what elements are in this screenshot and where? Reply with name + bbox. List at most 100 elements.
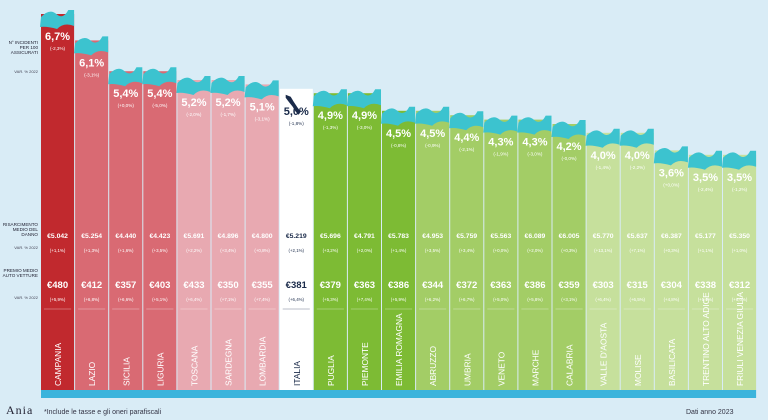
premium-sardegna: €350 — [217, 280, 238, 291]
premium-valle-d-aosta: €303 — [593, 280, 614, 291]
change-italia: (-1,8%) — [289, 121, 305, 126]
bar-marche — [518, 119, 552, 390]
cost-marche: €6.089 — [525, 233, 546, 240]
value-campania: 6,7% — [45, 31, 70, 43]
change-abruzzo: (-0,9%) — [425, 143, 441, 148]
premium-change-valle-d-aosta: (+6,4%) — [595, 297, 611, 302]
value-lazio: 6,1% — [79, 57, 104, 69]
footer-source: Dati anno 2023 — [686, 409, 734, 416]
map-icon-veneto — [483, 115, 518, 135]
cost-molise: €5.637 — [627, 233, 648, 240]
region-name-italia: ITALIA — [292, 361, 302, 386]
region-name-friuli-venezia-giulia: FRIULI VENEZIA GIULIA — [735, 292, 745, 386]
premium-liguria: €403 — [149, 280, 170, 291]
base-band — [41, 390, 757, 398]
row-label-premium-change: VAR. % 2022 — [14, 295, 38, 300]
value-sardegna: 5,2% — [216, 97, 241, 109]
map-icon-lombardia — [244, 80, 279, 100]
cost-basilicata: €6.387 — [661, 233, 682, 240]
premium-change-toscana: (+6,4%) — [186, 297, 202, 302]
bar-trentino-alto-adige — [688, 154, 722, 390]
region-name-toscana: TOSCANA — [189, 345, 199, 386]
region-name-abruzzo: ABRUZZO — [428, 346, 438, 387]
cost-change-toscana: (+2,2%) — [186, 248, 202, 253]
premium-friuli-venezia-giulia: €312 — [729, 280, 750, 291]
map-icon-valle-d-aosta — [585, 128, 620, 148]
premium-puglia: €379 — [320, 280, 341, 291]
change-calabria: (-0,0%) — [562, 156, 578, 161]
premium-change-veneto: (+5,0%) — [493, 297, 509, 302]
change-marche: (-3,0%) — [527, 152, 543, 157]
change-basilicata: (+0,0%) — [663, 182, 680, 187]
region-name-sardegna: SARDEGNA — [224, 339, 234, 386]
cost-valle-d-aosta: €5.770 — [593, 233, 614, 240]
map-icon-emilia-romagna — [381, 106, 416, 126]
premium-change-molise: (+6,5%) — [630, 297, 646, 302]
premium-piemonte: €363 — [354, 280, 375, 291]
change-friuli-venezia-giulia: (-1,2%) — [732, 187, 748, 192]
map-icon-umbria — [449, 111, 484, 131]
cost-change-molise: (+7,1%) — [630, 248, 646, 253]
premium-abruzzo: €344 — [422, 280, 444, 291]
cost-change-abruzzo: (+3,5%) — [425, 248, 441, 253]
change-puglia: (-1,3%) — [323, 125, 339, 130]
cost-change-lazio: (+1,3%) — [84, 248, 100, 253]
premium-change-puglia: (+5,3%) — [323, 297, 339, 302]
premium-change-piemonte: (+7,4%) — [357, 297, 373, 302]
premium-umbria: €372 — [456, 280, 477, 291]
value-liguria: 5,4% — [147, 88, 172, 100]
cost-change-basilicata: (+0,3%) — [664, 248, 680, 253]
cost-change-sicilia: (+1,6%) — [118, 248, 134, 253]
premium-toscana: €433 — [183, 280, 204, 291]
footer-note: *Include le tasse e gli oneri parafiscal… — [44, 409, 162, 416]
map-icon-calabria — [551, 120, 586, 139]
cost-abruzzo: €4.953 — [422, 233, 443, 240]
cost-change-emilia-romagna: (+1,4%) — [391, 248, 407, 253]
cost-sicilia: €4.440 — [115, 233, 136, 240]
region-name-lombardia: LOMBARDIA — [258, 336, 268, 386]
value-basilicata: 3,6% — [659, 167, 684, 179]
cost-italia: €5.219 — [286, 233, 307, 240]
value-trentino-alto-adige: 3,5% — [693, 172, 718, 184]
value-emilia-romagna: 4,5% — [386, 128, 411, 140]
bar-friuli-venezia-giulia — [723, 154, 757, 390]
row-label-value: N° INCIDENTI PER 100 ASSICURATI — [8, 40, 38, 55]
premium-change-sardegna: (+7,1%) — [220, 297, 236, 302]
bar-toscana — [177, 80, 211, 390]
cost-campania: €5.042 — [47, 233, 68, 240]
bar-sardegna — [211, 80, 245, 390]
row-label-change: VAR. % 2022 — [14, 69, 38, 74]
premium-change-lombardia: (+7,4%) — [254, 297, 270, 302]
change-campania: (-2,3%) — [50, 46, 66, 51]
cost-change-lombardia: (+0,8%) — [254, 248, 270, 253]
cost-change-friuli-venezia-giulia: (+1,0%) — [732, 248, 748, 253]
value-abruzzo: 4,5% — [420, 128, 445, 140]
change-molise: (-2,2%) — [630, 165, 646, 170]
change-sardegna: (-1,7%) — [221, 112, 237, 117]
cost-sardegna: €4.896 — [218, 233, 239, 240]
bar-calabria — [552, 124, 586, 390]
map-icon-abruzzo — [415, 106, 450, 126]
cost-lazio: €5.254 — [81, 233, 102, 240]
premium-change-sicilia: (+6,6%) — [118, 297, 134, 302]
bar-valle-d-aosta — [586, 132, 620, 391]
change-lazio: (-3,1%) — [84, 72, 100, 77]
region-name-umbria: UMBRIA — [462, 353, 472, 386]
map-icon-puglia — [312, 89, 347, 109]
premium-campania: €480 — [47, 280, 68, 291]
premium-change-liguria: (+5,1%) — [152, 297, 168, 302]
map-icon-liguria — [142, 67, 177, 87]
premium-change-abruzzo: (+6,2%) — [425, 297, 441, 302]
region-name-calabria: CALABRIA — [565, 344, 575, 386]
cost-change-piemonte: (+2,0%) — [357, 248, 373, 253]
cost-change-valle-d-aosta: (+13,1%) — [594, 248, 612, 253]
region-name-piemonte: PIEMONTE — [360, 342, 370, 386]
value-marche: 4,3% — [522, 137, 547, 149]
cost-veneto: €5.563 — [490, 233, 511, 240]
change-trentino-alto-adige: (-2,4%) — [698, 187, 714, 192]
change-valle-d-aosta: (-1,4%) — [596, 165, 612, 170]
cost-toscana: €5.691 — [184, 233, 205, 240]
ania-logo: Ania — [6, 403, 34, 417]
cost-puglia: €5.696 — [320, 233, 341, 240]
change-piemonte: (-3,0%) — [357, 125, 373, 130]
